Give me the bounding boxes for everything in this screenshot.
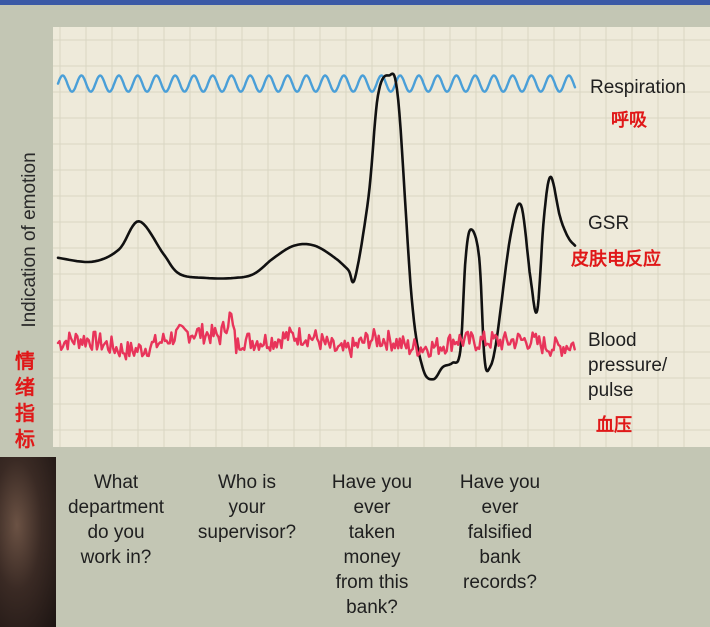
legend-blood-pressure-zh: 血压 [596,415,632,436]
series-traces [56,72,577,381]
legend-respiration: Respiration [590,77,687,98]
y-axis-label: Indication of emotion [19,152,40,328]
legend-blood-pressure: Blood pressure/ pulse [588,330,668,401]
y-axis-label-zh: 情绪指标 [15,349,35,451]
legend-gsr: GSR [588,213,630,234]
series-line-gsr [56,72,577,381]
series-line-blood-pressure [56,311,576,361]
legend-gsr-zh: 皮肤电反应 [571,249,661,270]
left-strip [0,5,18,457]
x-tick-label-2: Who is your supervisor? [197,472,297,543]
chart-paper [53,27,710,447]
photo-fragment [0,457,56,627]
legend-respiration-zh: 呼吸 [611,110,647,131]
x-tick-label-3: Have you ever taken money from this bank… [331,472,413,618]
series-line-respiration [56,74,577,93]
top-border [0,0,710,5]
x-tick-label-4: Have you ever falsified bank records? [459,472,541,593]
x-tick-label-1: What department do you work in? [67,472,165,568]
